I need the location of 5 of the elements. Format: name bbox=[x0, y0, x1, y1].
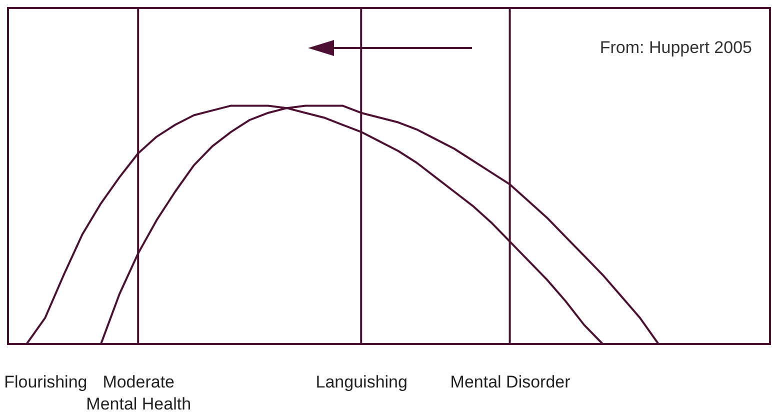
x-tick-label: Languishing bbox=[316, 372, 408, 392]
text: From: Huppert 2005 bbox=[600, 38, 752, 57]
x-tick-label: Flourishing bbox=[4, 372, 88, 392]
x-tick-label: Mental Disorder bbox=[450, 372, 571, 392]
x-tick-label: Moderate Mental Health bbox=[86, 372, 192, 414]
